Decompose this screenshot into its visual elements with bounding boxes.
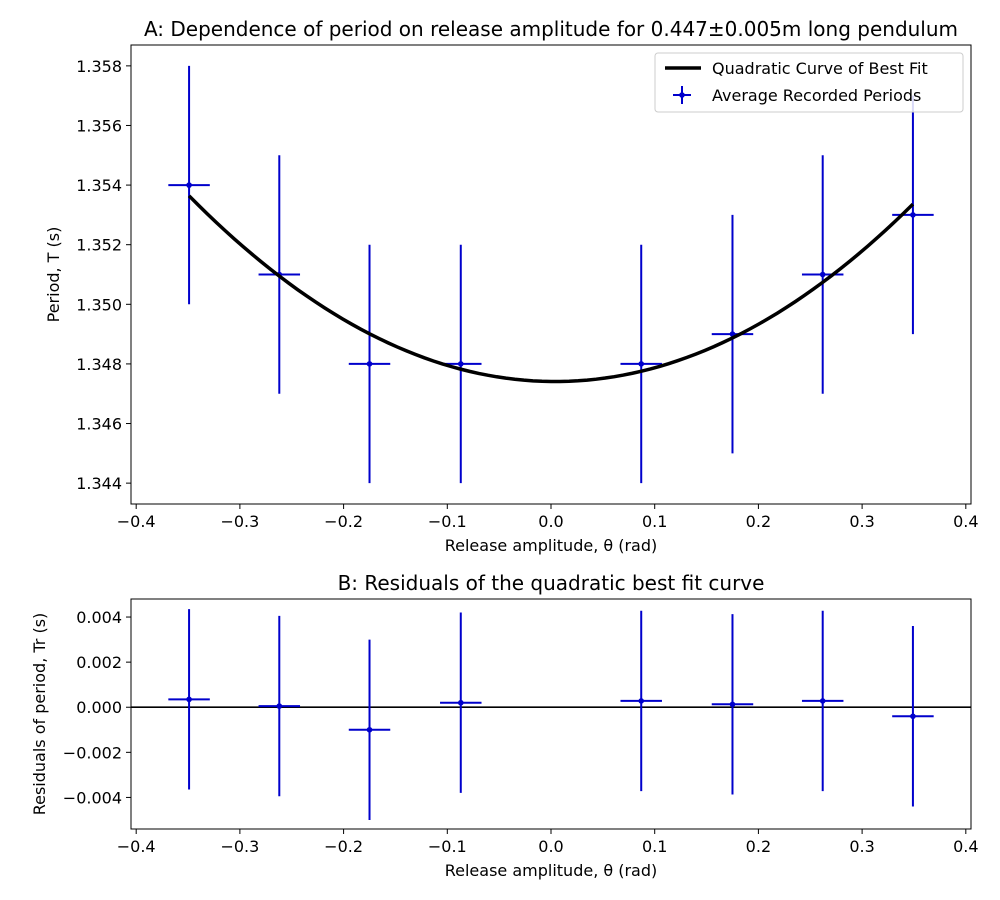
data-point — [819, 698, 826, 704]
y-tick-label: 1.354 — [76, 176, 122, 195]
data-point — [366, 726, 373, 733]
data-point — [910, 212, 916, 218]
x-tick-label: 0.3 — [849, 512, 874, 531]
y-tick-label: 1.356 — [76, 116, 122, 135]
y-tick-label: 1.344 — [76, 474, 122, 493]
y-tick-label: −0.002 — [63, 743, 122, 762]
data-point — [457, 361, 464, 367]
axes-frame — [130, 44, 972, 505]
legend-entry: Average Recorded Periods — [712, 86, 921, 105]
x-tick-label: 0.1 — [642, 837, 667, 856]
data-point — [819, 271, 826, 278]
y-tick-label: −0.004 — [63, 788, 122, 807]
data-point — [186, 182, 192, 188]
legend: Quadratic Curve of Best Fit Average Recor… — [654, 52, 964, 113]
x-tick-label: −0.1 — [428, 837, 467, 856]
y-tick-label: 1.346 — [76, 415, 122, 434]
y-axis-label: Residuals of period, Tr (s) — [30, 613, 49, 816]
x-axis-label: Release amplitude, θ (rad) — [445, 536, 658, 555]
x-tick-label: 0.2 — [746, 837, 771, 856]
panel-b-plot-area — [131, 609, 971, 820]
y-tick-label: 1.358 — [76, 57, 122, 76]
data-point — [186, 696, 192, 703]
best-fit-curve — [187, 194, 915, 384]
x-tick-label: 0.1 — [642, 512, 667, 531]
panel-a: A: Dependence of period on release ampli… — [44, 17, 979, 555]
legend-box — [654, 52, 964, 113]
y-tick-label: 0.004 — [76, 608, 122, 627]
data-point — [276, 703, 283, 709]
x-tick-label: 0.2 — [746, 512, 771, 531]
x-tick-label: 0.3 — [849, 837, 874, 856]
y-tick-label: 1.348 — [76, 355, 122, 374]
y-tick-label: 0.000 — [76, 698, 122, 717]
panel-a-plot-area — [168, 65, 934, 484]
x-tick-label: 0.4 — [953, 837, 978, 856]
panel-b: B: Residuals of the quadratic best fit c… — [30, 571, 979, 880]
chart-title: A: Dependence of period on release ampli… — [144, 17, 958, 41]
y-tick-label: 1.352 — [76, 236, 122, 255]
data-point — [366, 361, 373, 367]
y-tick-label: 1.350 — [76, 295, 122, 314]
x-tick-label: 0.0 — [538, 837, 563, 856]
x-axis-label: Release amplitude, θ (rad) — [445, 861, 658, 880]
x-tick-label: 0.0 — [538, 512, 563, 531]
x-tick-label: −0.3 — [220, 512, 259, 531]
y-tick-label: 0.002 — [76, 653, 122, 672]
x-tick-label: −0.2 — [324, 837, 363, 856]
y-axis-label: Period, T (s) — [44, 227, 63, 323]
data-point — [457, 699, 464, 706]
x-tick-label: 0.4 — [953, 512, 978, 531]
data-point — [729, 701, 736, 708]
x-tick-label: −0.1 — [428, 512, 467, 531]
data-point — [910, 713, 916, 720]
chart-title: B: Residuals of the quadratic best fit c… — [338, 571, 765, 595]
x-tick-label: −0.4 — [117, 837, 156, 856]
x-tick-label: −0.4 — [117, 512, 156, 531]
data-point — [638, 361, 645, 367]
legend-point-swatch — [679, 92, 685, 98]
legend-entry: Quadratic Curve of Best Fit — [712, 59, 928, 78]
x-tick-label: −0.3 — [220, 837, 259, 856]
axes-frame — [130, 598, 972, 830]
x-tick-label: −0.2 — [324, 512, 363, 531]
data-point — [638, 698, 645, 704]
